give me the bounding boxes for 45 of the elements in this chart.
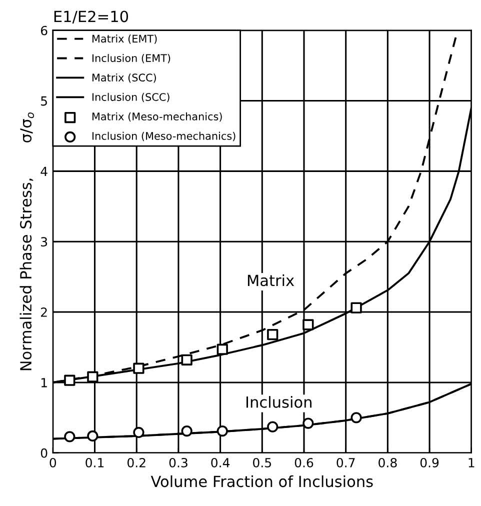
x-tick-label: 1: [468, 458, 474, 468]
point: [350, 412, 362, 424]
point: [216, 425, 228, 437]
point: [267, 329, 278, 340]
point: [267, 421, 278, 432]
legend-label: Matrix (SCC): [92, 73, 156, 83]
y-tick-label: 5: [41, 96, 47, 106]
legend-label: Inclusion (SCC): [92, 92, 170, 102]
point: [302, 319, 314, 330]
x-axis-title: Volume Fraction of Inclusions: [150, 475, 373, 488]
point: [133, 426, 144, 438]
x-tick-label: 0: [50, 458, 56, 468]
x-tick-label: 0.2: [127, 458, 146, 468]
y-tick-label: 4: [40, 166, 48, 176]
point: [302, 418, 314, 429]
legend-label: Matrix (EMT): [92, 34, 157, 44]
point: [133, 362, 144, 374]
point: [64, 431, 76, 442]
point: [350, 302, 362, 314]
x-tick-label: 0.1: [86, 458, 104, 468]
point: [181, 354, 192, 366]
x-tick-label: 0.6: [294, 458, 314, 468]
y-tick-label: 1: [41, 378, 47, 388]
y-tick-label: 2: [41, 308, 47, 317]
y-tick-label: 3: [41, 237, 48, 247]
y-tick-label: 6: [40, 26, 48, 36]
y-tick-label: 0: [40, 448, 48, 458]
point: [216, 344, 228, 355]
legend-label: Matrix (Meso-mechanics): [92, 112, 222, 122]
point: [87, 371, 98, 382]
annotation: Matrix: [248, 274, 294, 286]
x-tick-label: 0.9: [420, 458, 439, 468]
x-tick-label: 0.4: [211, 458, 230, 468]
point: [87, 430, 98, 442]
legend-label: Inclusion (EMT): [92, 54, 170, 64]
x-tick-label: 0.3: [169, 458, 188, 468]
annotation: Inclusion: [246, 396, 312, 408]
point: [181, 425, 192, 437]
chart-title: E1/E2=10: [54, 10, 128, 24]
y-axis-title: Normalized Phase Stress, σ/σ$_{o}$: [20, 112, 34, 370]
point: [64, 374, 76, 386]
x-tick-label: 0.7: [336, 458, 355, 468]
x-tick-label: 0.5: [253, 458, 271, 468]
x-tick-label: 0.8: [378, 458, 397, 468]
legend-label: Inclusion (Meso-mechanics): [92, 132, 236, 142]
